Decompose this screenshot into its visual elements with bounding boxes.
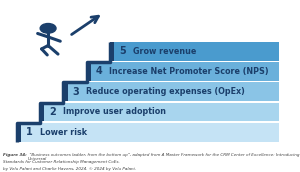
FancyBboxPatch shape (63, 82, 279, 101)
Circle shape (40, 24, 56, 33)
FancyBboxPatch shape (40, 103, 279, 121)
Text: 1: 1 (26, 127, 33, 137)
Text: Lower risk: Lower risk (40, 128, 87, 137)
FancyBboxPatch shape (110, 42, 279, 61)
FancyBboxPatch shape (17, 123, 21, 142)
Text: Reduce operating expenses (OpEx): Reduce operating expenses (OpEx) (86, 87, 245, 96)
Text: “Business outcomes ladder, from the bottom up”, adapted from A Master Framework : “Business outcomes ladder, from the bott… (28, 153, 299, 161)
Text: Standards for Customer Relationship Management CoEs.: Standards for Customer Relationship Mana… (3, 160, 120, 164)
FancyBboxPatch shape (87, 62, 91, 81)
Text: Figure 34:: Figure 34: (3, 153, 27, 157)
Text: 5: 5 (119, 46, 126, 56)
Text: by Velu Palani and Charlie Havens, 2024. © 2024 by Velu Palani.: by Velu Palani and Charlie Havens, 2024.… (3, 167, 136, 171)
Text: 2: 2 (50, 107, 56, 117)
Text: Increase Net Promoter Score (NPS): Increase Net Promoter Score (NPS) (110, 67, 269, 76)
FancyBboxPatch shape (63, 82, 68, 101)
Text: Improve user adoption: Improve user adoption (63, 108, 166, 116)
FancyBboxPatch shape (17, 123, 279, 142)
FancyBboxPatch shape (110, 42, 114, 61)
FancyBboxPatch shape (87, 62, 279, 81)
Text: 3: 3 (73, 87, 80, 97)
Text: 4: 4 (96, 66, 103, 76)
FancyBboxPatch shape (40, 103, 44, 121)
Text: Grow revenue: Grow revenue (133, 47, 196, 56)
